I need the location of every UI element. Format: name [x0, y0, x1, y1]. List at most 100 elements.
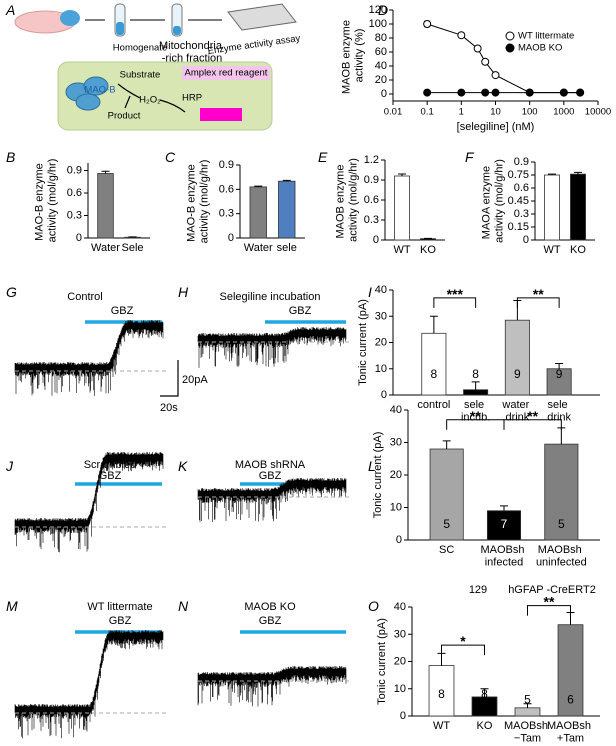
- x-tick-label: 1: [459, 107, 464, 118]
- significance-bracket: [441, 644, 485, 656]
- y-tick-label: 0.15: [508, 221, 529, 233]
- y-axis-label: MAO-B enzyme activity (mol/g/hr): [186, 160, 211, 244]
- error-bar: [500, 505, 508, 511]
- error-bar: [548, 173, 556, 175]
- significance-bracket: [503, 419, 562, 430]
- y-tick-label: 10: [390, 502, 402, 514]
- bar: [420, 238, 436, 241]
- error-bar: [442, 440, 451, 449]
- x-tick-label: KO: [570, 244, 586, 256]
- drug-label: GBZ: [289, 305, 312, 317]
- y-tick-label: 10: [375, 363, 387, 375]
- significance-label: **: [533, 286, 544, 302]
- x-tick-label: WT: [433, 720, 450, 732]
- y-tick-label: 120: [369, 4, 387, 16]
- scale-bar: [160, 360, 179, 397]
- panel-letter: I: [368, 284, 372, 300]
- y-axis-label: MAO-B enzyme activity (mol/g/hr): [34, 159, 59, 243]
- y-tick-label: 0.3: [514, 208, 529, 220]
- n-label: 5: [524, 693, 531, 707]
- trace-label: Selegiline incubation: [220, 291, 321, 303]
- point: [457, 31, 466, 40]
- trace-label: MAOB KO: [244, 601, 296, 613]
- x-tick-label: 1000: [553, 107, 574, 118]
- y-tick-label: 20: [375, 74, 387, 86]
- enzyme-label: MAO-B: [84, 85, 115, 96]
- x-tick-label: Sele: [121, 242, 143, 254]
- y-tick-label: 30: [375, 310, 387, 322]
- y-tick-label: 40: [394, 601, 406, 613]
- error-bar: [480, 688, 489, 697]
- x-tick-label: Water: [244, 242, 273, 254]
- panel-letter: L: [368, 458, 376, 474]
- error-bar: [101, 170, 110, 174]
- point: [576, 88, 585, 97]
- error-bar: [398, 173, 406, 176]
- y-tick-label: 80: [375, 32, 387, 44]
- y-tick-label: 40: [375, 60, 387, 72]
- error-bar: [574, 171, 582, 175]
- bar: [544, 443, 579, 541]
- reaction-label: H₂O₂: [139, 95, 161, 106]
- panel-letter: K: [178, 458, 188, 474]
- bar: [429, 448, 464, 541]
- point: [491, 88, 500, 97]
- error-bar: [471, 381, 480, 390]
- x-tick-label: 10: [490, 107, 501, 118]
- y-tick-label: 0.3: [67, 210, 82, 222]
- y-tick-label: 0.6: [67, 187, 82, 199]
- y-tick-label: 1.2: [364, 154, 379, 166]
- y-tick-label: 0.9: [67, 165, 82, 177]
- n-label: 9: [556, 367, 563, 381]
- scale-label: 20s: [160, 402, 178, 414]
- x-tick-label: 0.1: [421, 107, 434, 118]
- x-tick-label: 10000: [585, 107, 611, 118]
- tube-fill: [173, 26, 181, 35]
- bar: [546, 368, 572, 396]
- y-tick-label: 0: [523, 234, 529, 246]
- point: [481, 57, 490, 66]
- brain-region: [60, 10, 80, 26]
- bar: [486, 510, 522, 541]
- panel-letter: F: [465, 149, 475, 165]
- significance-bracket: [516, 297, 560, 308]
- error-bar: [282, 179, 291, 182]
- drug-label: GBZ: [111, 305, 134, 317]
- y-axis-label: MAOB enzyme activity (mol/g/hr): [335, 158, 360, 242]
- mitochondrion: [75, 93, 101, 111]
- point: [423, 88, 432, 97]
- panel-letter: A: [5, 2, 15, 18]
- drug-label: GBZ: [109, 615, 132, 627]
- step-label: Enzyme activity assay: [207, 33, 301, 57]
- y-tick-label: 100: [369, 18, 387, 30]
- trace-label: WT littermate: [87, 601, 152, 613]
- x-tick-label: water drink: [501, 399, 532, 424]
- bar: [514, 707, 541, 717]
- n-label: 8: [438, 687, 445, 701]
- current-trace: [14, 630, 164, 739]
- n-label: 7: [501, 517, 508, 531]
- n-label: 8: [481, 687, 488, 701]
- y-tick-label: 0.3: [364, 214, 379, 226]
- y-tick-label: 0: [381, 88, 387, 100]
- point: [473, 44, 482, 53]
- y-tick-label: 20: [390, 469, 402, 481]
- panel-letter: O: [368, 598, 379, 614]
- current-trace: [197, 478, 347, 523]
- y-tick-label: 30: [390, 437, 402, 449]
- n-label: 5: [443, 517, 450, 531]
- n-label: 6: [567, 693, 574, 707]
- bar: [428, 665, 455, 717]
- x-tick-label: SC: [439, 544, 454, 556]
- bar: [504, 319, 530, 396]
- x-tick-label: MAOBsh infected: [480, 544, 527, 569]
- y-axis-label: Tonic current (pA): [372, 432, 384, 519]
- bar: [278, 180, 296, 239]
- bar: [97, 173, 114, 239]
- y-tick-label: 0: [373, 234, 379, 246]
- plate: [227, 3, 297, 31]
- drug-label: GBZ: [259, 470, 282, 482]
- trace-label: Control: [67, 291, 102, 303]
- bar: [463, 389, 489, 396]
- y-tick-label: 0: [76, 232, 82, 244]
